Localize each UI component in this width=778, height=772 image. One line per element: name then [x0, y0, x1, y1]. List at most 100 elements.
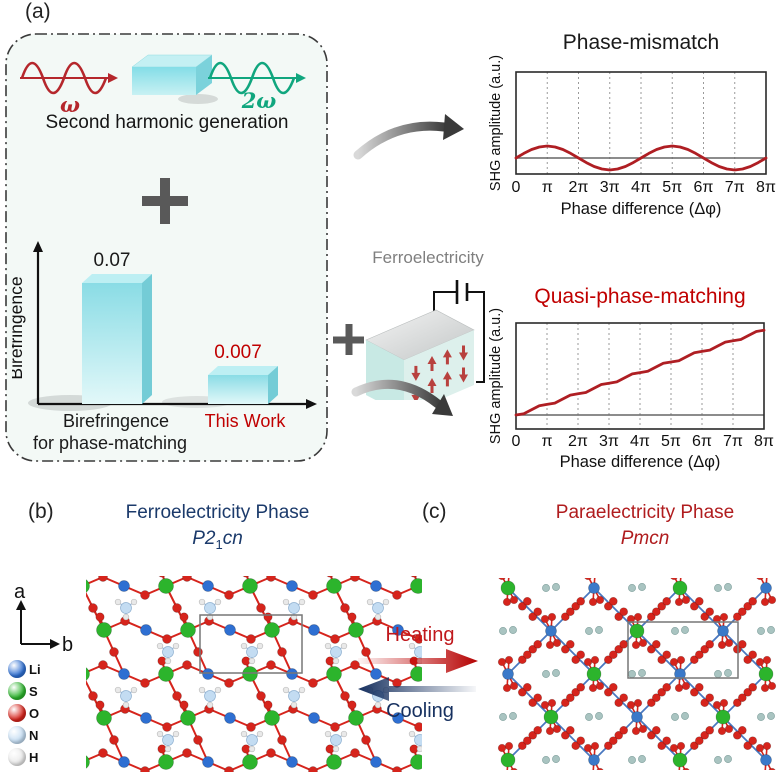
o-atom: [762, 655, 772, 665]
o-atom: [502, 597, 512, 607]
s-atom: [543, 709, 559, 725]
o-atom: [755, 743, 765, 753]
h-atom: [156, 730, 164, 738]
o-atom: [700, 644, 710, 654]
s-atom: [410, 578, 422, 594]
o-atom: [689, 601, 699, 611]
o-atom: [743, 601, 753, 611]
o-atom: [662, 736, 672, 746]
x-tick: 3π: [599, 433, 619, 450]
o-atom: [646, 698, 656, 708]
bar-side-face: [142, 274, 152, 404]
o-atom: [584, 578, 592, 581]
o-atom: [504, 741, 514, 751]
o-atom: [603, 687, 613, 697]
y-axis-label: SHG amplitude (a.u.): [488, 308, 504, 444]
o-atom: [619, 725, 629, 735]
o-atom: [603, 655, 613, 665]
li-atom: [502, 668, 514, 680]
bar-top-face: [208, 366, 278, 375]
n-atom: [246, 646, 258, 658]
li-atom: [286, 580, 298, 592]
o-atom: [179, 700, 189, 710]
h-atom: [290, 701, 298, 709]
space-group-b: P21cn: [95, 528, 340, 552]
n-atom: [288, 690, 300, 702]
o-atom: [614, 698, 624, 708]
bar-category-label: This Work: [205, 411, 287, 431]
o-atom: [694, 682, 704, 692]
s-atom: [242, 754, 258, 770]
o-atom: [651, 725, 661, 735]
o-atom: [571, 741, 581, 751]
li-atom: [224, 712, 236, 724]
o-atom: [608, 596, 618, 606]
o-atom: [576, 682, 586, 692]
o-atom: [748, 736, 758, 746]
h-atom: [206, 701, 214, 709]
disordered-n-atom: [628, 756, 636, 764]
bond: [507, 587, 552, 632]
o-atom: [565, 639, 575, 649]
o-atom: [246, 722, 256, 732]
plot-frame: [515, 71, 767, 175]
o-atom: [743, 655, 753, 665]
s-atom: [326, 578, 342, 594]
li-atom: [370, 668, 382, 680]
h-atom: [172, 642, 180, 650]
s-atom: [96, 710, 112, 726]
plot-title: Phase-mismatch: [563, 31, 719, 54]
o-atom: [571, 601, 581, 611]
h-atom: [416, 745, 422, 753]
o-atom: [517, 601, 527, 611]
shg-curve: [514, 328, 766, 417]
n-atom: [330, 646, 342, 658]
n-atom: [204, 690, 216, 702]
o-atom: [670, 578, 678, 581]
o-atom: [682, 767, 690, 770]
o-atom: [560, 612, 570, 622]
o-atom: [571, 687, 581, 697]
o-atom: [540, 614, 550, 624]
o-atom: [676, 741, 686, 751]
li-atom: [760, 754, 772, 766]
h-atom: [382, 598, 390, 606]
o-atom: [595, 595, 605, 605]
o-atom: [509, 681, 519, 691]
o-atom: [633, 698, 643, 708]
o-atom: [748, 682, 758, 692]
o-atom: [497, 657, 507, 667]
h-atom: [298, 686, 306, 694]
o-atom: [646, 612, 656, 622]
s-atom: [158, 754, 174, 770]
o-atom: [98, 660, 108, 670]
h-atom: [340, 730, 348, 738]
o-atom: [182, 576, 192, 582]
o-atom: [522, 736, 532, 746]
o-atom: [724, 638, 734, 648]
bond: [679, 673, 724, 718]
li-atom: [202, 580, 214, 592]
o-atom: [224, 678, 234, 688]
o-atom: [681, 681, 691, 691]
s-atom: [180, 710, 196, 726]
o-atom: [712, 700, 722, 710]
bond: [636, 630, 681, 675]
li-atom: [370, 756, 382, 768]
bond: [550, 716, 595, 761]
space-group-c-pre: Pmcn: [620, 528, 670, 549]
panel-a-label: (a): [25, 0, 51, 23]
o-atom: [762, 741, 772, 751]
disordered-n-atom: [628, 670, 636, 678]
s-atom: [672, 580, 688, 596]
disordered-n-atom: [552, 583, 560, 591]
disordered-n-atom: [552, 755, 560, 763]
o-atom: [737, 693, 747, 703]
s-atom: [180, 622, 196, 638]
o-atom: [743, 741, 753, 751]
o-atom: [140, 766, 150, 772]
legend-item-li: Li: [8, 660, 41, 678]
o-atom: [657, 655, 667, 665]
o-atom: [98, 576, 108, 582]
s-atom: [758, 666, 774, 682]
